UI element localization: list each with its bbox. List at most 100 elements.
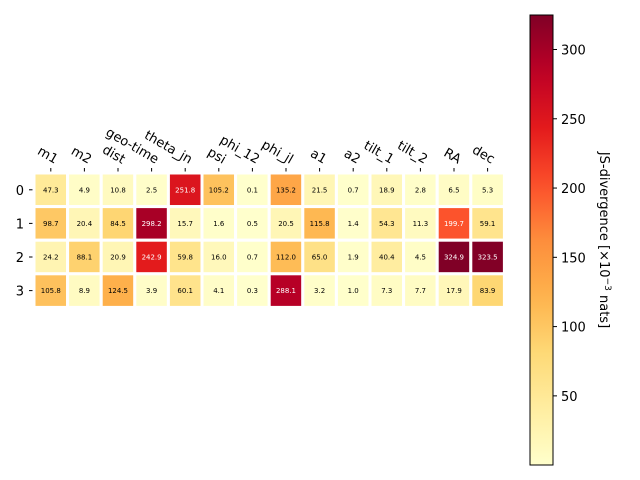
cell-value-label: 0.7: [247, 254, 258, 262]
cell-value-label: 24.2: [43, 254, 59, 262]
column-label: dec: [469, 143, 497, 168]
cell-value-label: 7.7: [415, 287, 426, 295]
column-label: a1: [308, 146, 330, 167]
heatmap-cells: 47.3 4.9 10.8 2.5 251.8 105.2 0.1 135.2 21.5 0.7 1…: [32, 171, 506, 309]
cell-value-label: 60.1: [177, 287, 193, 295]
cell-value-label: 298.2: [142, 220, 162, 228]
colorbar-label-tail: nats]: [596, 291, 611, 328]
cell-value-label: 4.1: [213, 287, 224, 295]
cell-value-label: 6.5: [448, 186, 459, 194]
cell-value-label: 7.3: [381, 287, 392, 295]
heatmap-cell: [200, 272, 238, 309]
cell-value-label: 135.2: [276, 186, 296, 194]
heatmap-cell: [368, 238, 406, 276]
cell-value-label: 124.5: [108, 287, 128, 295]
cell-value-label: 16.0: [211, 254, 227, 262]
colorbar-tick-label: 200: [561, 182, 586, 197]
heatmap-cell: [301, 238, 338, 276]
heatmap-cell: [435, 238, 473, 276]
column-label: phi_jl: [259, 138, 296, 168]
cell-value-label: 2.8: [415, 186, 426, 194]
cell-value-label: 8.9: [79, 287, 90, 295]
heatmap-cell: [32, 272, 70, 309]
column-label: a2: [341, 146, 363, 167]
heatmap-cell: [334, 171, 372, 209]
heatmap-cell: [166, 171, 204, 209]
colorbar-tick-label: 150: [561, 251, 586, 266]
cell-value-label: 54.3: [379, 220, 395, 228]
colorbar-tick-label: 100: [561, 321, 586, 336]
row-label: 0: [16, 184, 24, 199]
cell-value-label: 21.5: [312, 186, 328, 194]
cell-value-label: 2.5: [146, 186, 157, 194]
cell-value-label: 199.7: [444, 220, 464, 228]
cell-value-label: 115.8: [310, 220, 330, 228]
cell-value-label: 0.1: [247, 186, 258, 194]
cell-value-label: 4.5: [415, 254, 426, 262]
column-label: m1: [35, 144, 61, 167]
colorbar-tick-label: 250: [561, 113, 586, 128]
cell-value-label: 20.9: [110, 254, 126, 262]
cell-value-label: 105.2: [209, 186, 229, 194]
cell-value-label: 323.5: [478, 254, 498, 262]
cell-value-label: 47.3: [43, 186, 59, 194]
heatmap-cell: [469, 272, 506, 309]
cell-value-label: 98.7: [43, 220, 59, 228]
column-label: tilt_2: [395, 138, 430, 167]
cell-value-label: 83.9: [480, 287, 496, 295]
heatmap-cell: [133, 171, 170, 209]
cell-value-label: 59.8: [177, 254, 193, 262]
heatmap-cell: [166, 205, 204, 242]
cell-value-label: 0.3: [247, 287, 258, 295]
cell-value-label: 59.1: [480, 220, 496, 228]
cell-value-label: 20.4: [77, 220, 93, 228]
cell-value-label: 1.6: [213, 220, 225, 228]
colorbar-tick-label: 50: [561, 390, 578, 405]
cell-value-label: 324.9: [444, 254, 464, 262]
cell-value-label: 5.3: [482, 186, 493, 194]
colorbar-ticks: 50 100 150 200 250 300: [553, 43, 586, 405]
cell-value-label: 17.9: [446, 287, 462, 295]
column-label: tilt_1: [361, 138, 396, 167]
colorbar: 50 100 150 200 250 300 JS-divergence [×10−3 n…: [529, 14, 612, 466]
heatmap-cell: [267, 272, 305, 309]
cell-value-label: 0.7: [348, 186, 359, 194]
cell-value-label: 1.0: [348, 287, 359, 295]
cell-value-label: 10.8: [110, 186, 126, 194]
column-label: RA: [441, 146, 464, 168]
cell-value-label: 1.4: [348, 220, 360, 228]
row-label: 2: [16, 251, 24, 266]
row-label: 1: [16, 217, 24, 232]
heatmap-cell: [32, 205, 70, 242]
cell-value-label: 40.4: [379, 254, 395, 262]
column-label: m2: [68, 144, 94, 167]
cell-value-label: 251.8: [175, 186, 195, 194]
cell-value-label: 242.9: [142, 254, 162, 262]
cell-value-label: 18.9: [379, 186, 395, 194]
row-label: 3: [16, 285, 24, 300]
cell-value-label: 15.7: [177, 220, 193, 228]
cell-value-label: 288.1: [276, 287, 296, 295]
colorbar-label-exponent: −3: [602, 278, 612, 291]
cell-value-label: 105.8: [41, 287, 61, 295]
cell-value-label: 20.5: [278, 220, 294, 228]
cell-value-label: 65.0: [312, 254, 328, 262]
cell-value-label: 84.5: [110, 220, 126, 228]
heatmap-cell: [301, 205, 338, 242]
cell-value-label: 11.3: [413, 220, 429, 228]
cell-value-label: 3.2: [314, 287, 325, 295]
colorbar-gradient: [529, 14, 554, 466]
heatmap-cell: [301, 272, 338, 309]
cell-value-label: 1.9: [348, 254, 359, 262]
cell-value-label: 3.9: [146, 287, 157, 295]
colorbar-tick-label: 300: [561, 43, 586, 58]
colorbar-label-main: JS-divergence [×10: [596, 151, 611, 278]
cell-value-label: 0.5: [247, 220, 258, 228]
heatmap-cell: [435, 171, 473, 209]
heatmap-cell: [32, 171, 70, 209]
cell-value-label: 88.1: [77, 254, 93, 262]
row-labels: 0 1 2 3: [16, 184, 33, 300]
colorbar-label: JS-divergence [×10−3 nats]: [596, 151, 612, 328]
